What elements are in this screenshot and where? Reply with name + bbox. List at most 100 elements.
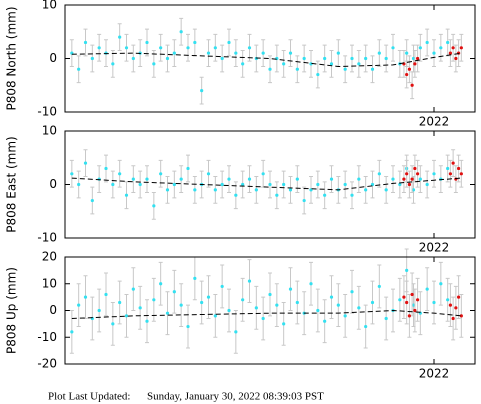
data-point [323, 319, 327, 323]
data-point [268, 182, 272, 187]
data-point [309, 282, 313, 286]
data-point [410, 177, 414, 181]
trend-line [71, 177, 462, 191]
data-point [384, 56, 388, 61]
data-point [83, 295, 88, 299]
y-tick-label: 0 [49, 177, 57, 191]
footer-value: Sunday, January 30, 2022 08:39:03 PST [147, 391, 324, 403]
data-point [384, 316, 388, 321]
data-point [413, 308, 417, 313]
data-point [186, 166, 190, 171]
data-point [407, 314, 411, 318]
data-point [329, 295, 334, 299]
data-point [186, 324, 190, 329]
y-tick-label: 0 [49, 303, 57, 317]
data-point [411, 303, 416, 307]
data-point [402, 295, 406, 299]
data-point [254, 306, 258, 310]
data-point [302, 198, 306, 203]
data-point [275, 193, 279, 197]
data-point [410, 83, 414, 87]
data-point [370, 182, 375, 187]
data-point [405, 51, 409, 55]
data-point [241, 62, 245, 66]
data-point [439, 46, 443, 50]
data-point [234, 193, 238, 197]
data-point [193, 40, 197, 45]
data-point [145, 40, 149, 45]
data-point [213, 314, 217, 318]
data-point [186, 46, 190, 50]
x-tick-label: 2022 [419, 241, 450, 255]
data-point [288, 188, 293, 192]
data-point [200, 300, 204, 305]
data-point [451, 161, 455, 165]
data-point [206, 172, 211, 176]
data-point [459, 314, 463, 318]
data-point [413, 166, 417, 171]
data-point [77, 303, 81, 307]
data-point [416, 172, 420, 176]
data-point [448, 51, 452, 55]
data-point [90, 56, 94, 61]
data-point [220, 56, 224, 61]
data-point [364, 56, 368, 61]
data-point [370, 67, 375, 71]
data-point [179, 303, 183, 307]
data-point [295, 300, 299, 305]
data-point [416, 298, 420, 302]
data-point [329, 62, 334, 66]
data-point [261, 172, 265, 176]
data-point [193, 276, 197, 280]
data-point [193, 188, 197, 192]
data-point [104, 292, 108, 297]
data-point [172, 51, 176, 55]
y-tick-label: 20 [42, 250, 57, 264]
data-point [295, 177, 299, 181]
data-point [234, 330, 238, 334]
data-point [316, 308, 320, 313]
data-point [104, 166, 108, 171]
data-point [398, 298, 402, 302]
data-point [70, 330, 74, 334]
data-point [247, 279, 252, 283]
data-point [159, 282, 163, 286]
data-point [454, 56, 458, 61]
data-point [152, 62, 156, 66]
data-point [446, 298, 450, 302]
data-point [350, 193, 354, 197]
data-point [295, 67, 299, 71]
data-point [220, 182, 224, 187]
data-point [241, 298, 245, 302]
data-point [172, 182, 176, 187]
data-point [111, 322, 115, 326]
data-point [391, 177, 395, 181]
plot-frame [64, 256, 476, 365]
data-point [357, 177, 361, 181]
data-point [227, 308, 231, 313]
data-point [172, 290, 176, 294]
plot-frame [64, 4, 476, 113]
data-point [407, 182, 411, 187]
data-point [316, 72, 320, 77]
data-point [384, 188, 388, 192]
data-point [83, 161, 88, 165]
data-point [124, 193, 129, 197]
data-point [206, 51, 211, 55]
data-point [425, 40, 429, 45]
data-point [268, 292, 272, 297]
data-point [118, 300, 122, 305]
y-tick-label: 10 [42, 124, 57, 138]
data-point [165, 56, 170, 61]
data-point [451, 316, 455, 321]
y-tick-label: -10 [37, 330, 57, 344]
data-point [90, 198, 94, 203]
data-point [418, 177, 422, 181]
data-point [131, 287, 135, 291]
x-tick-label: 2022 [419, 367, 450, 381]
data-point [282, 182, 286, 187]
data-point [459, 46, 463, 50]
data-point [97, 46, 101, 50]
data-point [329, 177, 334, 181]
data-point [77, 182, 81, 187]
